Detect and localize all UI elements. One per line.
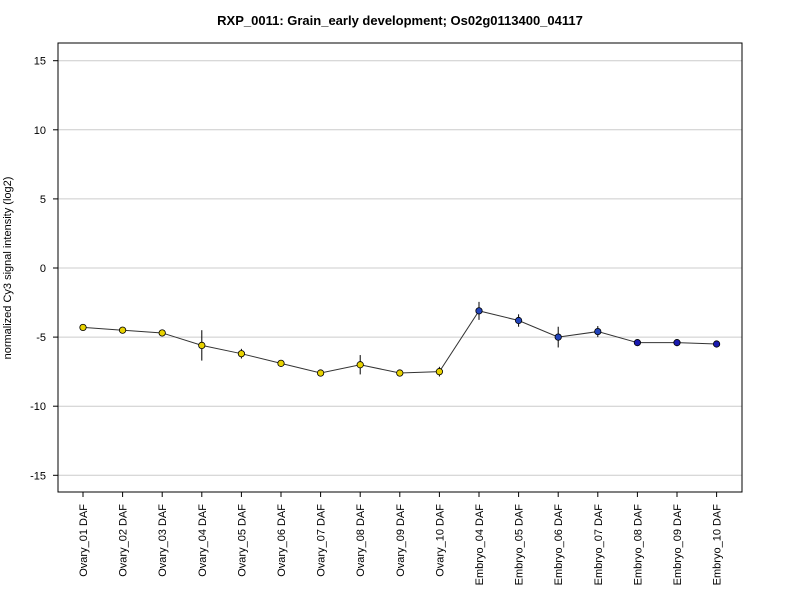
x-tick-label: Ovary_01 DAF — [78, 504, 90, 577]
x-tick-label: Ovary_02 DAF — [118, 504, 130, 577]
data-point — [554, 333, 562, 341]
data-point — [316, 369, 325, 377]
y-tick-label: -5 — [36, 332, 46, 344]
data-point — [633, 339, 642, 347]
x-tick-label: Ovary_06 DAF — [276, 504, 288, 577]
data-point — [198, 341, 206, 349]
x-tick-label: Ovary_04 DAF — [197, 504, 209, 577]
x-tick-label: Embryo_04 DAF — [474, 504, 486, 586]
data-point — [435, 368, 443, 376]
data-point — [396, 369, 404, 377]
x-tick-label: Ovary_05 DAF — [236, 504, 248, 577]
data-point — [277, 359, 285, 367]
x-tick-label: Embryo_06 DAF — [553, 504, 565, 586]
data-point — [237, 350, 245, 358]
data-point — [119, 326, 127, 334]
x-tick-label: Ovary_10 DAF — [434, 504, 446, 577]
y-tick-label: 15 — [34, 56, 46, 68]
x-tick-label: Ovary_07 DAF — [316, 504, 328, 577]
series-line — [82, 310, 717, 374]
x-tick-label: Embryo_09 DAF — [672, 504, 684, 586]
data-point — [594, 327, 602, 336]
y-tick-label: -10 — [30, 401, 46, 413]
x-tick-label: Embryo_10 DAF — [712, 504, 724, 586]
x-tick-label: Ovary_09 DAF — [395, 504, 407, 577]
y-tick-label: 5 — [40, 194, 46, 206]
x-tick-label: Embryo_07 DAF — [593, 504, 605, 586]
y-tick-label: 0 — [40, 263, 46, 275]
data-point — [514, 316, 523, 325]
y-tick-label: -15 — [30, 470, 46, 482]
x-tick-label: Embryo_05 DAF — [514, 504, 526, 586]
y-tick-label: 10 — [34, 125, 46, 137]
data-point — [475, 307, 483, 315]
data-point — [356, 361, 364, 369]
data-point — [673, 339, 681, 347]
data-point — [712, 340, 721, 348]
x-tick-label: Ovary_03 DAF — [157, 504, 169, 577]
data-point — [158, 329, 166, 337]
chart-title: RXP_0011: Grain_early development; Os02g… — [217, 13, 583, 28]
x-tick-label: Embryo_08 DAF — [632, 504, 644, 586]
x-tick-label: Ovary_08 DAF — [355, 504, 367, 577]
data-point — [79, 323, 87, 332]
